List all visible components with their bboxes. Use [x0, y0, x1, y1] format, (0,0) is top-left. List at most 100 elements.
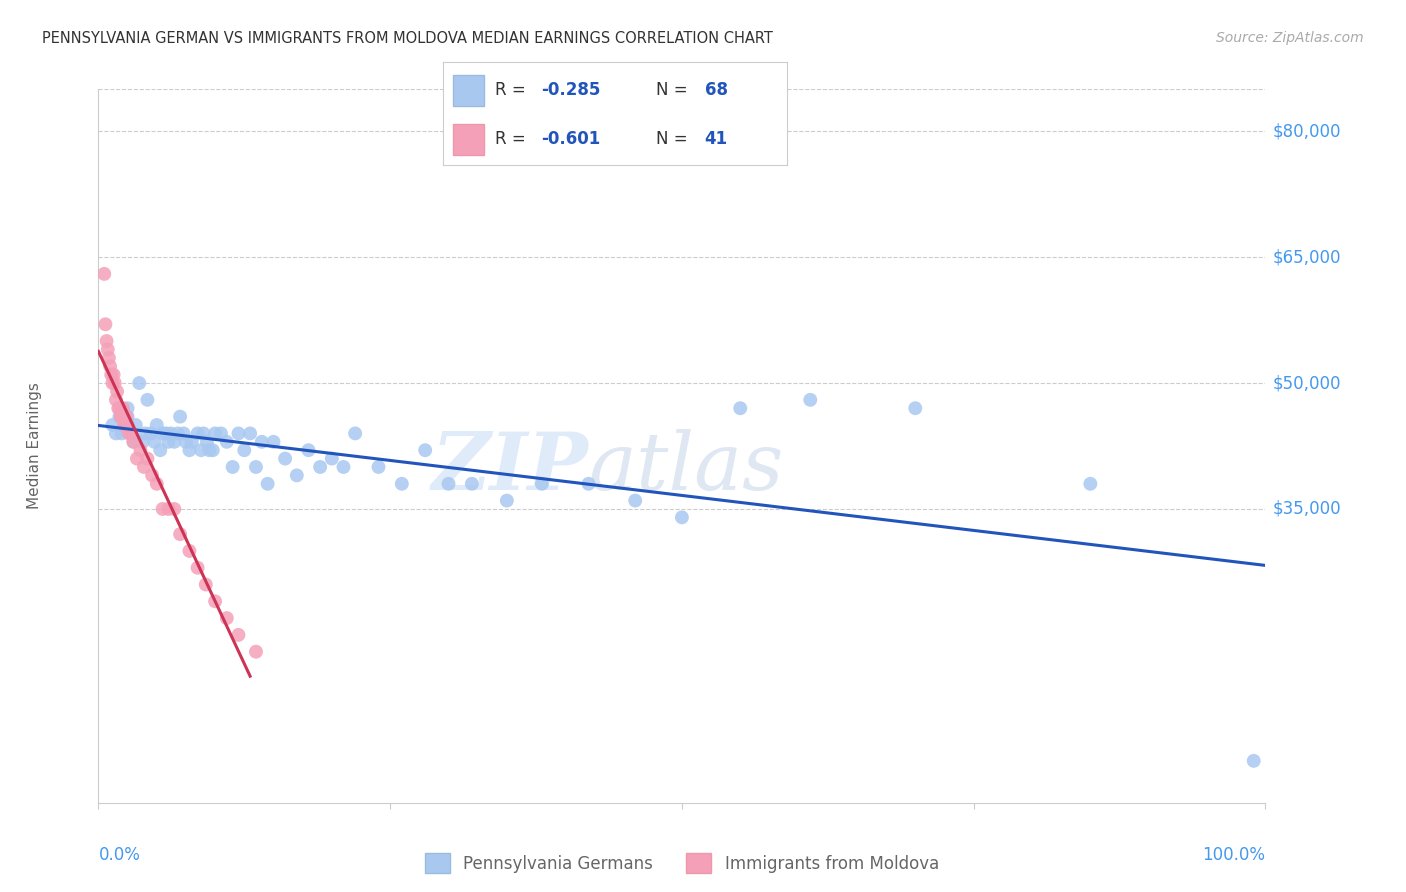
Point	[117, 401, 139, 416]
Legend: Pennsylvania Germans, Immigrants from Moldova: Pennsylvania Germans, Immigrants from Mo…	[418, 847, 946, 880]
Point	[274, 451, 297, 466]
Point	[93, 267, 115, 281]
Text: $35,000: $35,000	[1272, 500, 1341, 518]
Point	[190, 443, 212, 458]
Point	[245, 460, 267, 475]
Point	[209, 426, 232, 441]
Point	[115, 409, 138, 424]
Point	[233, 443, 256, 458]
Point	[413, 443, 436, 458]
Point	[104, 426, 127, 441]
Text: atlas: atlas	[589, 429, 785, 506]
Text: $80,000: $80,000	[1272, 122, 1341, 140]
Point	[262, 434, 284, 449]
Point	[169, 409, 191, 424]
Point	[117, 409, 139, 424]
Point	[103, 368, 125, 382]
Point	[111, 401, 134, 416]
Text: 100.0%: 100.0%	[1202, 846, 1265, 863]
Text: Source: ZipAtlas.com: Source: ZipAtlas.com	[1216, 31, 1364, 45]
Point	[146, 476, 169, 491]
Point	[578, 476, 600, 491]
Point	[141, 468, 163, 483]
Point	[239, 426, 262, 441]
Point	[112, 417, 135, 432]
Point	[904, 401, 927, 416]
Point	[461, 476, 484, 491]
Point	[193, 426, 215, 441]
Point	[159, 426, 181, 441]
Point	[174, 434, 197, 449]
Point	[143, 434, 166, 449]
Point	[530, 476, 553, 491]
Point	[97, 343, 120, 357]
Point	[256, 476, 278, 491]
Point	[108, 401, 131, 416]
Point	[100, 368, 122, 382]
Point	[671, 510, 693, 524]
Text: N =: N =	[657, 130, 693, 148]
Point	[730, 401, 752, 416]
Text: N =: N =	[657, 81, 693, 99]
Point	[98, 359, 121, 374]
Point	[132, 434, 155, 449]
Point	[187, 426, 209, 441]
Point	[391, 476, 413, 491]
Text: PENNSYLVANIA GERMAN VS IMMIGRANTS FROM MOLDOVA MEDIAN EARNINGS CORRELATION CHART: PENNSYLVANIA GERMAN VS IMMIGRANTS FROM M…	[42, 31, 773, 46]
Point	[125, 451, 148, 466]
Point	[204, 594, 226, 608]
Point	[179, 544, 201, 558]
Point	[187, 560, 209, 574]
Point	[155, 426, 177, 441]
Point	[195, 434, 218, 449]
Point	[125, 417, 148, 432]
Point	[122, 434, 145, 449]
Point	[221, 460, 243, 475]
Point	[173, 426, 195, 441]
Point	[94, 318, 117, 332]
Point	[110, 409, 132, 424]
Point	[114, 417, 136, 432]
Point	[166, 426, 188, 441]
Point	[149, 443, 172, 458]
Point	[134, 426, 156, 441]
Point	[157, 434, 180, 449]
Point	[228, 628, 250, 642]
Point	[367, 460, 389, 475]
Point	[297, 443, 319, 458]
Point	[120, 426, 142, 441]
Point	[250, 434, 273, 449]
Point	[215, 611, 238, 625]
Text: R =: R =	[495, 130, 530, 148]
Point	[163, 502, 186, 516]
Point	[112, 417, 135, 432]
Point	[204, 426, 226, 441]
Point	[332, 460, 354, 475]
Point	[437, 476, 460, 491]
Text: -0.285: -0.285	[541, 81, 600, 99]
FancyBboxPatch shape	[453, 124, 484, 155]
Point	[101, 376, 124, 390]
Point	[122, 434, 145, 449]
Text: R =: R =	[495, 81, 530, 99]
Text: 41: 41	[704, 130, 728, 148]
Point	[96, 334, 118, 348]
FancyBboxPatch shape	[453, 75, 484, 105]
Text: $65,000: $65,000	[1272, 248, 1341, 266]
Point	[309, 460, 332, 475]
Point	[179, 443, 201, 458]
Point	[118, 426, 141, 441]
Text: -0.601: -0.601	[541, 130, 600, 148]
Point	[215, 434, 238, 449]
Point	[157, 502, 180, 516]
Point	[104, 376, 127, 390]
Point	[132, 460, 155, 475]
Point	[1243, 754, 1265, 768]
Point	[169, 527, 191, 541]
Point	[163, 434, 186, 449]
Point	[117, 417, 139, 432]
Point	[198, 443, 221, 458]
Text: 0.0%: 0.0%	[98, 846, 141, 863]
Point	[245, 645, 267, 659]
Point	[495, 493, 517, 508]
